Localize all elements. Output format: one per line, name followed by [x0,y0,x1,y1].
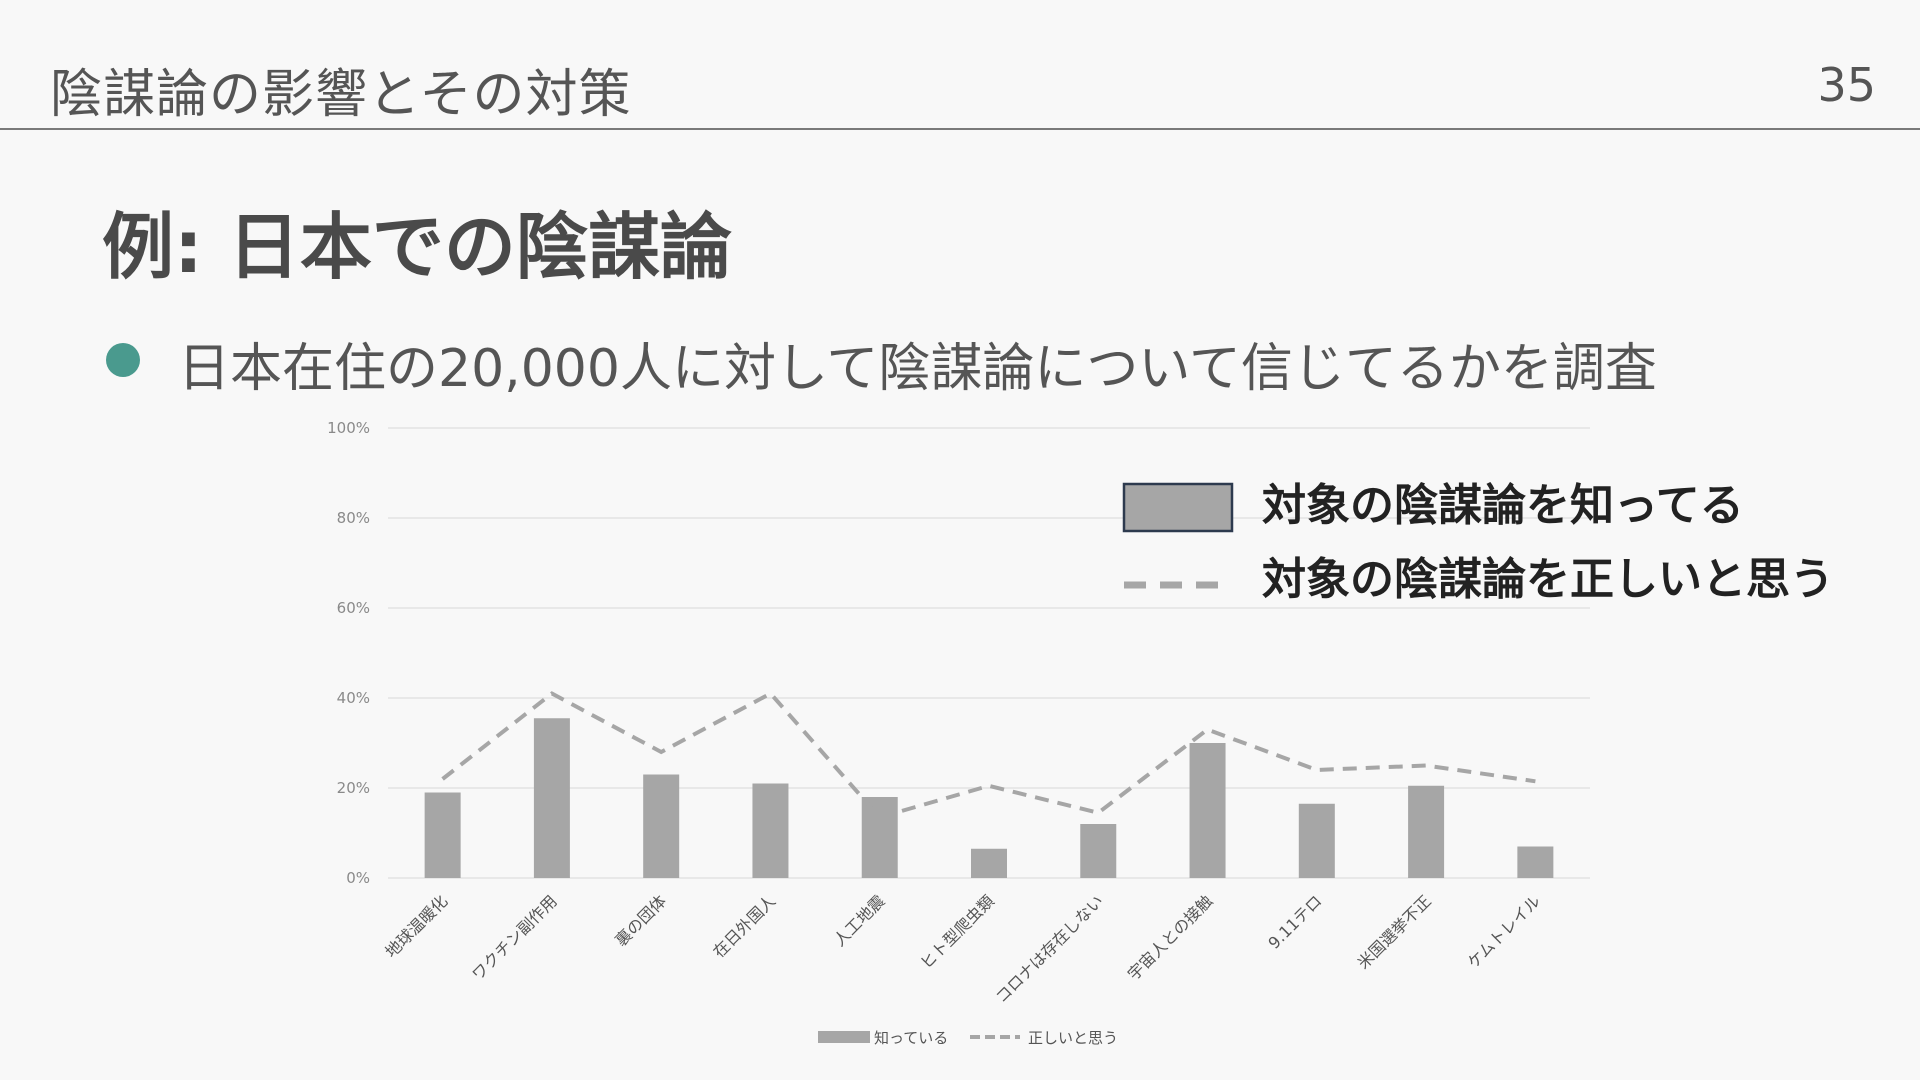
bar [971,848,1007,878]
bar [424,792,461,878]
line-series-believe [441,690,1536,820]
bar [1517,846,1554,878]
x-tick-label: 在日外国人 [709,891,779,961]
callout-swatch-known [1122,482,1234,533]
bar [1189,743,1226,878]
x-tick-label: ワクチン副作用 [468,891,561,984]
bar [1408,785,1445,878]
x-tick-label: 裏の団体 [611,891,670,950]
x-axis-categories: 地球温暖化 ワクチン副作用 裏の団体 在日外国人 人工地震 ヒト型爬虫類コロナは存在しない… [381,891,1544,1006]
y-tick-label: 0% [346,869,370,887]
legend-label-known: 知っている [874,1029,948,1047]
header-divider [0,128,1920,130]
callout-label-known: 対象の陰謀論を知ってる [1262,480,1744,531]
bar [533,718,570,878]
bar [752,783,789,878]
bullet-text: 日本在住の20,000人に対して陰謀論について信じてるかを調査 [178,339,1657,399]
x-tick-label: 米国選挙不正 [1354,891,1435,972]
y-tick-label: 60% [337,599,370,617]
bullet-dot-icon [106,343,140,377]
chart-gridlines [388,427,1590,879]
y-tick-label: 100% [327,419,370,437]
page-number: 35 [1817,58,1876,112]
y-axis-ticks: 0% 20% 40% 60% 80% 100% [327,419,370,887]
x-tick-label: ケムトレイル [1464,891,1545,972]
x-tick-label: 人工地震 [830,891,889,950]
bar-series-known [424,718,1554,878]
x-tick-label: 9.11テロ [1264,891,1325,952]
legend-label-believe: 正しいと思う [1028,1029,1118,1047]
bar [1298,803,1335,878]
y-tick-label: 20% [337,779,370,797]
presentation-title: 陰謀論の影響とその対策 [50,65,632,125]
x-tick-label: ヒト型爬虫類 [917,891,998,972]
callout-label-believe: 対象の陰謀論を正しいと思う [1262,554,1834,605]
x-tick-label: コロナは存在しない [992,891,1107,1006]
bar [643,774,680,878]
bar [1080,824,1117,878]
y-tick-label: 80% [337,509,370,527]
legend-swatch-known [818,1031,870,1043]
slide-title: 例: 日本での陰謀論 [102,205,732,289]
y-tick-label: 40% [337,689,370,707]
bar [861,797,898,878]
x-tick-label: 地球温暖化 [381,891,451,961]
x-tick-label: 宇宙人との接触 [1124,891,1217,984]
